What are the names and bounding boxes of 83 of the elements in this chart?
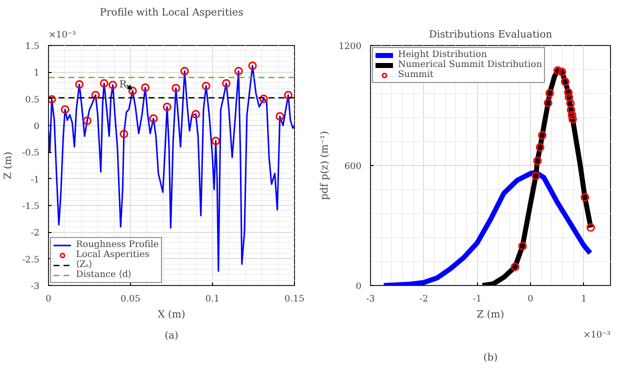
y-axis-title: Z (m)	[3, 152, 14, 180]
point	[192, 110, 200, 119]
point	[284, 90, 293, 100]
x-tick-label: 1	[580, 294, 587, 304]
point	[141, 83, 150, 92]
text: ×10⁻³	[583, 330, 611, 340]
y-tick-label: -3	[30, 282, 40, 292]
y-tick-label: 0	[34, 122, 40, 132]
legend-label: Numerical Summit Distribution	[398, 60, 542, 70]
point	[82, 116, 92, 125]
y-tick-label: -0.5	[22, 148, 40, 159]
point	[149, 114, 158, 123]
x-tick-label: 0.15	[284, 294, 305, 304]
point	[566, 106, 576, 114]
y-tick-label: 1.5	[25, 42, 40, 52]
text: (b)	[483, 352, 498, 364]
point	[510, 262, 520, 272]
y-axis-title: pdf p(z) (m⁻¹)	[320, 130, 331, 200]
chart-title: Profile with Local Asperities	[100, 8, 244, 18]
point	[162, 102, 172, 112]
y-tick-label: -2	[30, 228, 40, 239]
line-series	[48, 65, 294, 272]
legend-label: Local Asperities	[76, 250, 150, 260]
y-tick-label: 0.5	[25, 95, 40, 106]
point	[128, 86, 137, 96]
y-tick-label: 1	[34, 68, 40, 79]
y-tick-label: -1.5	[22, 202, 40, 212]
point	[75, 80, 84, 89]
point	[532, 172, 540, 180]
text: (a)	[164, 330, 178, 342]
point	[202, 82, 210, 90]
point	[91, 90, 100, 100]
legend-label: Height Distribution	[398, 50, 487, 60]
legend-label: Summit	[398, 70, 434, 80]
x-tick-label: -1	[472, 294, 482, 304]
point	[568, 110, 576, 120]
y-tick-label: -1	[30, 175, 40, 186]
point	[259, 94, 268, 104]
point	[568, 114, 577, 124]
point	[172, 84, 180, 92]
point	[222, 79, 231, 88]
y-tick-label: 600	[344, 162, 362, 172]
point	[564, 92, 574, 102]
chart-title: Distributions Evaluation	[428, 30, 553, 40]
x-tick-label: -2	[419, 294, 428, 304]
point	[108, 80, 118, 90]
point	[276, 112, 284, 121]
point	[234, 66, 243, 76]
point	[60, 105, 70, 114]
point	[533, 156, 542, 166]
x-axis-title: X (m)	[158, 310, 186, 320]
point	[558, 68, 566, 76]
y-tick-label: 1200	[338, 42, 362, 52]
x-tick-label: -3	[366, 294, 376, 304]
point	[536, 143, 544, 152]
y-tick-label: 0	[356, 282, 362, 292]
point	[518, 242, 527, 250]
legend-label: Distance ⟨d⟩	[76, 270, 132, 280]
y-tick-label: -2.5	[22, 255, 40, 266]
point	[120, 130, 128, 138]
text: ×10⁻³	[48, 30, 76, 40]
x-axis-title: Z (m)	[476, 310, 504, 320]
point	[538, 131, 546, 140]
x-tick-label: 0	[46, 294, 52, 304]
point	[586, 223, 596, 232]
point	[248, 62, 257, 70]
x-tick-label: 0	[528, 294, 534, 304]
point	[566, 99, 575, 108]
point	[180, 66, 189, 76]
x-tick-label: 0.05	[120, 294, 141, 304]
point	[553, 66, 562, 75]
point	[580, 193, 590, 202]
point	[545, 88, 554, 98]
legend-label: Roughness Profile	[76, 240, 159, 250]
point	[564, 88, 573, 97]
point	[212, 136, 220, 146]
point	[100, 79, 108, 88]
legend-label: ⟨Zₛ⟩	[76, 260, 94, 270]
point	[560, 77, 570, 86]
x-tick-label: 0.1	[205, 294, 220, 304]
point	[544, 98, 552, 108]
annotation: R	[119, 80, 128, 91]
point	[48, 95, 56, 104]
